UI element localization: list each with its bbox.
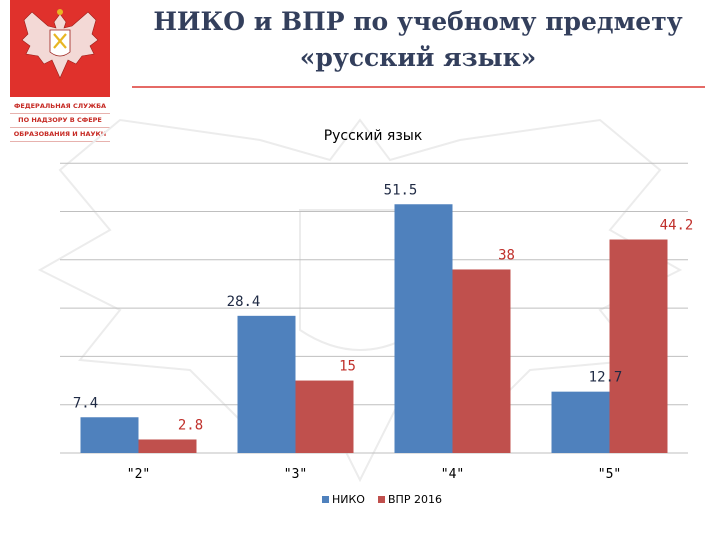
bar-niko	[237, 315, 296, 453]
x-tick-label: "3"	[284, 467, 307, 482]
agency-name: ФЕДЕРАЛЬНАЯ СЛУЖБА ПО НАДЗОРУ В СФЕРЕ ОБ…	[10, 100, 110, 142]
x-tick-label: "2"	[127, 467, 150, 482]
agency-line: ФЕДЕРАЛЬНАЯ СЛУЖБА	[10, 100, 110, 114]
data-label: 51.5	[384, 182, 418, 198]
page-title: НИКО и ВПР по учебному предмету «русский…	[118, 4, 718, 76]
bar-niko	[394, 204, 453, 453]
eagle-emblem-icon	[21, 9, 99, 79]
legend-swatch	[322, 496, 329, 503]
data-label: 12.7	[589, 370, 623, 386]
x-tick-label: "5"	[598, 467, 621, 482]
title-divider	[132, 86, 705, 88]
bar-vpr	[609, 239, 668, 453]
agency-line: ОБРАЗОВАНИЯ И НАУКИ	[10, 128, 110, 142]
bar-vpr	[452, 269, 511, 453]
data-label: 7.4	[73, 395, 98, 411]
data-label: 38	[498, 247, 515, 263]
bar-niko	[551, 391, 610, 453]
bar-vpr	[138, 439, 197, 453]
agency-logo	[10, 0, 110, 97]
legend-label: НИКО	[332, 493, 365, 506]
legend-swatch	[378, 496, 385, 503]
chart-title: Русский язык	[324, 128, 423, 144]
data-label: 15	[339, 359, 356, 375]
data-label: 28.4	[227, 294, 261, 310]
data-label: 44.2	[660, 218, 694, 234]
bar-vpr	[295, 380, 354, 453]
data-label: 2.8	[178, 417, 203, 433]
legend-label: ВПР 2016	[388, 493, 442, 506]
title-line: НИКО и ВПР по учебному предмету	[153, 7, 683, 36]
bar-niko	[80, 417, 139, 453]
title-line: «русский язык»	[299, 43, 537, 72]
agency-line: ПО НАДЗОРУ В СФЕРЕ	[10, 114, 110, 128]
x-tick-label: "4"	[441, 467, 464, 482]
